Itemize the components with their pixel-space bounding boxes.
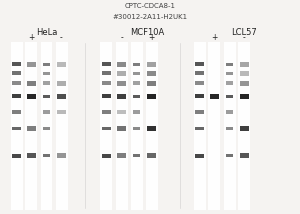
Bar xyxy=(26,42,38,210)
Bar xyxy=(130,42,142,210)
Bar xyxy=(147,81,156,86)
Bar xyxy=(226,110,233,114)
Bar xyxy=(56,42,68,210)
Bar xyxy=(226,154,233,157)
Bar xyxy=(238,42,250,210)
Bar xyxy=(195,126,204,130)
Bar xyxy=(12,110,21,114)
Bar xyxy=(240,126,249,131)
Bar xyxy=(240,153,249,158)
Bar xyxy=(133,82,140,85)
Bar xyxy=(102,110,111,114)
Bar xyxy=(147,94,156,99)
Bar xyxy=(133,95,140,98)
Bar xyxy=(147,62,156,67)
Bar xyxy=(226,127,233,130)
Bar xyxy=(43,71,50,75)
Bar xyxy=(226,82,233,85)
Bar xyxy=(147,71,156,76)
Bar xyxy=(117,94,126,99)
Bar xyxy=(43,95,50,98)
Bar xyxy=(12,81,21,85)
Bar xyxy=(224,42,236,210)
Bar xyxy=(12,94,21,98)
Bar xyxy=(195,71,204,75)
Text: CPTC-CDCA8-1: CPTC-CDCA8-1 xyxy=(124,3,176,9)
Bar xyxy=(117,110,126,114)
Text: +: + xyxy=(148,33,155,42)
Bar xyxy=(195,62,204,66)
Bar xyxy=(133,62,140,66)
Bar xyxy=(57,81,66,86)
Bar xyxy=(57,62,66,67)
Bar xyxy=(195,81,204,85)
Bar xyxy=(43,110,50,114)
Bar xyxy=(240,94,249,99)
Bar xyxy=(12,71,21,75)
Bar xyxy=(117,62,126,67)
Text: HeLa: HeLa xyxy=(36,28,57,37)
Bar xyxy=(27,126,36,131)
Text: -: - xyxy=(120,33,123,42)
Text: -: - xyxy=(60,33,63,42)
Bar xyxy=(102,71,111,75)
Bar xyxy=(12,62,21,66)
Bar xyxy=(100,42,112,210)
Bar xyxy=(117,126,126,131)
Bar xyxy=(27,81,36,86)
Bar xyxy=(57,94,66,99)
Bar xyxy=(226,71,233,75)
Bar xyxy=(27,153,36,158)
Bar xyxy=(102,154,111,158)
Bar xyxy=(210,94,219,99)
Text: +: + xyxy=(211,33,218,42)
Bar xyxy=(43,127,50,130)
Bar xyxy=(102,81,111,85)
Bar xyxy=(194,42,206,210)
Bar xyxy=(43,82,50,85)
Bar xyxy=(43,62,50,66)
Text: #30012-2A11-H2UK1: #30012-2A11-H2UK1 xyxy=(112,14,188,20)
Bar xyxy=(195,154,204,158)
Bar xyxy=(27,62,36,67)
Bar xyxy=(147,126,156,131)
Text: +: + xyxy=(28,33,35,42)
Bar xyxy=(133,127,140,130)
Text: MCF10A: MCF10A xyxy=(130,28,164,37)
Bar xyxy=(240,71,249,76)
Bar xyxy=(147,153,156,158)
Bar xyxy=(146,42,158,210)
Bar xyxy=(117,81,126,86)
Bar xyxy=(133,110,140,114)
Bar xyxy=(195,94,204,98)
Bar xyxy=(226,95,233,98)
Bar xyxy=(11,42,22,210)
Bar xyxy=(57,153,66,158)
Bar xyxy=(195,110,204,114)
Bar xyxy=(240,81,249,86)
Bar xyxy=(12,126,21,130)
Text: -: - xyxy=(243,33,246,42)
Bar xyxy=(43,154,50,157)
Bar xyxy=(240,62,249,67)
Bar xyxy=(133,154,140,157)
Bar xyxy=(102,126,111,130)
Bar xyxy=(12,154,21,158)
Bar xyxy=(117,71,126,76)
Bar xyxy=(208,42,220,210)
Bar xyxy=(133,71,140,75)
Bar xyxy=(116,42,128,210)
Bar xyxy=(40,42,52,210)
Bar xyxy=(102,94,111,98)
Bar xyxy=(117,153,126,158)
Text: LCL57: LCL57 xyxy=(232,28,257,37)
Bar xyxy=(226,62,233,66)
Bar xyxy=(27,94,36,99)
Bar xyxy=(57,110,66,114)
Bar xyxy=(102,62,111,66)
